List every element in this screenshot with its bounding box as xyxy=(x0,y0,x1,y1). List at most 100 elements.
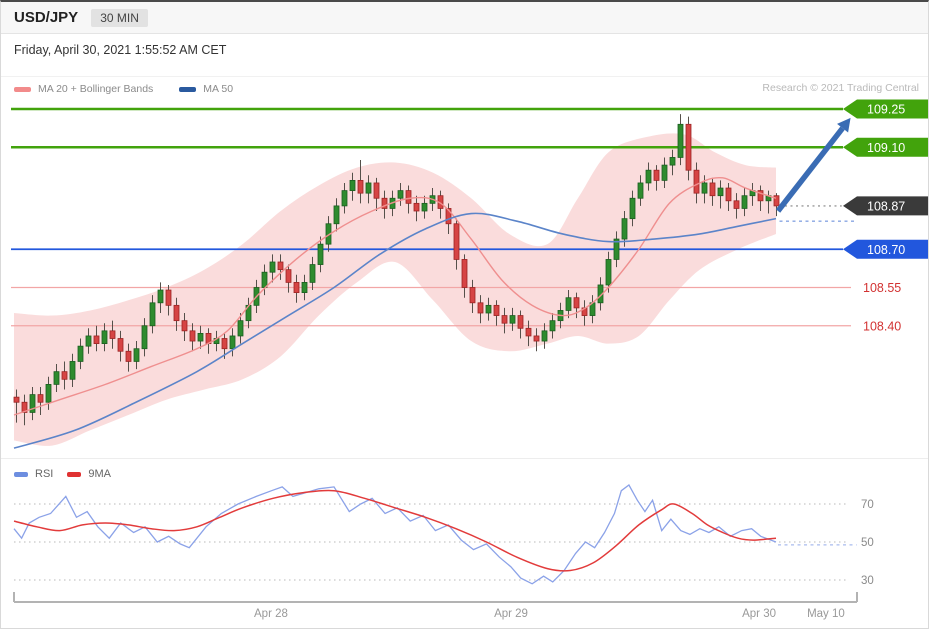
candle-up xyxy=(717,187,724,197)
candle-down xyxy=(757,190,764,202)
main-legend: MA 20 + Bollinger Bands MA 50 xyxy=(14,83,259,95)
candle-up xyxy=(637,182,644,199)
rsi-legend: RSI 9MA xyxy=(14,468,137,480)
x-axis-label-Apr-28: Apr 28 xyxy=(254,608,288,620)
candle-down xyxy=(125,350,132,362)
candle-up xyxy=(701,182,708,194)
candle-down xyxy=(61,371,68,380)
candle-up xyxy=(77,345,84,362)
candle-down xyxy=(109,330,116,339)
candle-up xyxy=(629,197,636,220)
candle-up xyxy=(645,169,652,184)
price-tag-text-108.70: 108.70 xyxy=(867,243,905,257)
candle-down xyxy=(13,396,20,403)
candle-up xyxy=(29,394,36,413)
candle-down xyxy=(405,190,412,204)
candle-down xyxy=(533,335,540,342)
candle-up xyxy=(333,205,340,225)
header-divider xyxy=(1,76,928,77)
price-tag-text-108.87: 108.87 xyxy=(867,199,905,213)
price-tag-109.10 xyxy=(843,137,928,157)
candle-down xyxy=(381,197,388,209)
candle-down xyxy=(461,259,468,288)
candle-up xyxy=(269,261,276,273)
candle-down xyxy=(525,327,532,337)
price-tag-text-109.25: 109.25 xyxy=(867,103,905,117)
candle-down xyxy=(165,289,172,306)
candle-down xyxy=(93,335,100,344)
legend-ma50: MA 50 xyxy=(179,83,233,95)
x-axis: Apr 28 Apr 29 Apr 30 May 10 xyxy=(13,592,858,620)
ma50-swatch xyxy=(179,86,197,92)
candle-up xyxy=(485,304,492,314)
candle-up xyxy=(301,281,308,293)
candle-down xyxy=(773,195,780,207)
candle-up xyxy=(157,289,164,304)
candle-down xyxy=(21,401,28,413)
candle-down xyxy=(277,261,284,271)
price-tag-108.87 xyxy=(843,196,928,216)
candle-down xyxy=(181,320,188,332)
candle-up xyxy=(101,330,108,345)
rsi-level-label-30: 30 xyxy=(861,575,874,587)
candle-up xyxy=(261,271,268,288)
candle-up xyxy=(549,320,556,332)
candle-up xyxy=(621,218,628,240)
trend-arrow-shaft xyxy=(775,126,845,213)
candle-down xyxy=(117,338,124,352)
candle-up xyxy=(661,164,668,181)
price-tag-text-109.10: 109.10 xyxy=(867,141,905,155)
legend-rsi-item: RSI xyxy=(14,468,53,480)
candle-up xyxy=(197,332,204,342)
candle-down xyxy=(477,302,484,314)
candle-down xyxy=(373,182,380,199)
date-label: Friday, April 30, 2021 1:55:52 AM CET xyxy=(14,43,227,57)
candle-up xyxy=(149,302,156,327)
page-title: USD/JPY xyxy=(14,9,79,26)
rsi-level-label-50: 50 xyxy=(861,537,874,549)
candle-up xyxy=(365,182,372,194)
price-text-108.55: 108.55 xyxy=(863,281,901,295)
legend-9ma-item: 9MA xyxy=(67,468,111,480)
candle-up xyxy=(141,325,148,350)
legend-ma20-bb: MA 20 + Bollinger Bands xyxy=(14,83,153,95)
candle-down xyxy=(685,123,692,171)
x-axis-label-Apr-29: Apr 29 xyxy=(494,608,528,620)
main-chart-canvas: 109.25 109.10 108.87 108.70 108.55 108.40 xyxy=(11,99,928,449)
candle-down xyxy=(453,223,460,260)
candle-up xyxy=(565,297,572,311)
ma9-swatch xyxy=(67,471,82,477)
candle-up xyxy=(613,238,620,260)
candle-up xyxy=(85,335,92,347)
candle-up xyxy=(309,264,316,283)
candle-up xyxy=(133,348,140,362)
timeframe-badge: 30 MIN xyxy=(91,8,148,27)
ma9-label: 9MA xyxy=(88,468,111,480)
candle-up xyxy=(237,320,244,337)
candle-down xyxy=(709,182,716,197)
price-tag-108.70 xyxy=(843,239,928,259)
candle-down xyxy=(445,208,452,225)
candle-up xyxy=(605,259,612,286)
candle-up xyxy=(53,371,60,385)
candle-down xyxy=(501,315,508,324)
candle-down xyxy=(733,200,740,209)
candle-down xyxy=(285,269,292,283)
ma20-line xyxy=(13,176,777,416)
ma50-label: MA 50 xyxy=(203,83,234,95)
candle-down xyxy=(293,281,300,293)
copyright-note: Research © 2021 Trading Central xyxy=(762,82,919,94)
price-labels: 109.25 109.10 108.87 108.70 108.55 108.40 xyxy=(843,99,928,333)
candle-up xyxy=(541,330,548,342)
candle-up xyxy=(349,180,356,192)
candle-down xyxy=(37,394,44,403)
x-axis-label-May-10: May 10 xyxy=(807,608,845,620)
candle-up xyxy=(69,361,76,380)
header: USD/JPY 30 MIN xyxy=(1,2,928,34)
rsi-9ma-line xyxy=(13,489,777,572)
candle-down xyxy=(573,297,580,309)
candle-down xyxy=(357,180,364,194)
candle-down xyxy=(413,202,420,212)
price-text-108.40: 108.40 xyxy=(863,319,901,333)
